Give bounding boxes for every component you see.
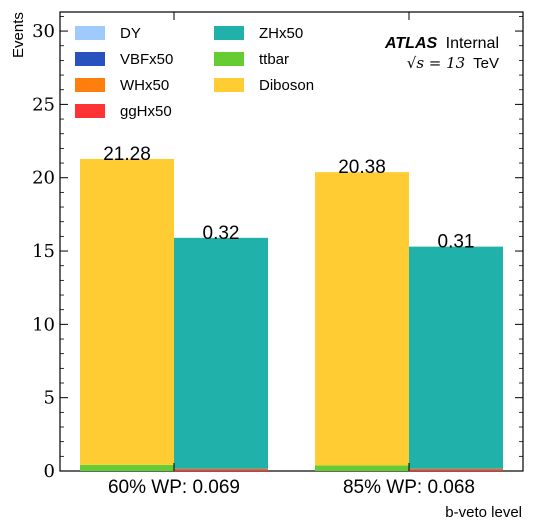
atlas-experiment: ATLAS <box>384 35 437 52</box>
bar-signal-whx50-1 <box>174 468 268 470</box>
energy-label: √s = 13 TeV <box>407 54 499 72</box>
x-axis-label: b-veto level <box>445 504 522 521</box>
bar-signal-gghx50-2 <box>409 469 503 471</box>
bar-background-ttbar-1 <box>80 464 174 471</box>
value-label-signal-2: 0.31 <box>438 232 475 253</box>
bar-signal-whx50-2 <box>409 468 503 470</box>
legend-swatch-ttbar <box>214 52 244 66</box>
legend-label-whx50: WHx50 <box>120 77 169 94</box>
legend: DY VBFx50 WHx50 ggHx50 ZHx50 ttbar Diboson <box>75 25 314 120</box>
legend-label-ttbar: ttbar <box>259 51 289 68</box>
legend-swatch-dy <box>75 26 105 40</box>
legend-swatch-whx50 <box>75 78 105 92</box>
plot-frame <box>59 11 524 472</box>
bar-background-diboson-2 <box>315 172 409 466</box>
atlas-label: ATLAS Internal <box>384 35 499 52</box>
value-labels: 21.28 0.32 20.38 0.31 <box>103 144 474 253</box>
bar-background-ttbar-2 <box>315 465 409 471</box>
bar-background-diboson-1 <box>80 158 174 465</box>
x-tick-label: 60% WP: 0.069 <box>108 477 240 498</box>
legend-label-zhx50: ZHx50 <box>259 25 303 42</box>
value-label-signal-1: 0.32 <box>203 223 240 244</box>
bar-signal-gghx50-1 <box>174 469 268 471</box>
legend-swatch-zhx50 <box>214 26 244 40</box>
y-tick-label: 25 <box>32 94 55 115</box>
bar-signal-zhx50-2 <box>409 246 503 469</box>
y-axis-ticks: 0 5 10 15 20 25 30 <box>32 15 523 482</box>
y-tick-label: 20 <box>32 168 55 189</box>
x-tick-label: 85% WP: 0.068 <box>343 477 475 498</box>
y-tick-label: 30 <box>32 21 55 42</box>
legend-swatch-diboson <box>214 78 244 92</box>
legend-label-diboson: Diboson <box>259 77 314 94</box>
y-tick-label: 10 <box>32 314 55 335</box>
x-axis-ticks: 60% WP: 0.069 85% WP: 0.068 <box>108 12 475 498</box>
bar-signal-zhx50-1 <box>174 237 268 469</box>
y-tick-label: 15 <box>32 241 55 262</box>
legend-label-gghx50: ggHx50 <box>120 103 172 120</box>
legend-swatch-vbfx50 <box>75 52 105 66</box>
value-label-background-2: 20.38 <box>338 157 386 178</box>
legend-label-dy: DY <box>120 25 141 42</box>
atlas-status: Internal <box>446 35 499 52</box>
y-tick-label: 0 <box>44 461 55 482</box>
y-axis-label: Events <box>10 12 27 58</box>
energy-value: √s = 13 <box>407 54 465 72</box>
y-tick-label: 5 <box>44 388 55 409</box>
value-label-background-1: 21.28 <box>103 144 151 165</box>
legend-swatch-gghx50 <box>75 104 105 118</box>
legend-label-vbfx50: VBFx50 <box>120 51 173 68</box>
bars <box>80 158 503 471</box>
energy-unit: TeV <box>473 55 499 72</box>
